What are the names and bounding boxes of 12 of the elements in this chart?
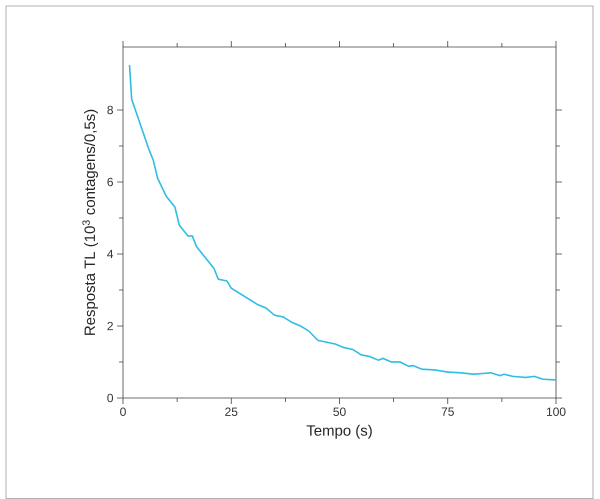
y-tick-label: 4 xyxy=(107,250,114,258)
y-tick-label: 6 xyxy=(107,178,113,186)
x-tick-label: 0 xyxy=(120,408,126,416)
x-axis-title: Tempo (s) xyxy=(306,424,372,439)
y-tick-label: 8 xyxy=(107,106,113,114)
x-tick-label: 75 xyxy=(442,408,454,416)
y-tick-label: 0 xyxy=(107,394,114,402)
x-tick-label: 25 xyxy=(225,408,238,416)
x-tick-label: 50 xyxy=(333,408,346,416)
x-tick-label: 100 xyxy=(546,408,566,416)
y-axis-title: Resposta TL (10$^{3}$ contagens/0,5s) xyxy=(82,110,98,335)
y-tick-label: 2 xyxy=(107,322,113,330)
